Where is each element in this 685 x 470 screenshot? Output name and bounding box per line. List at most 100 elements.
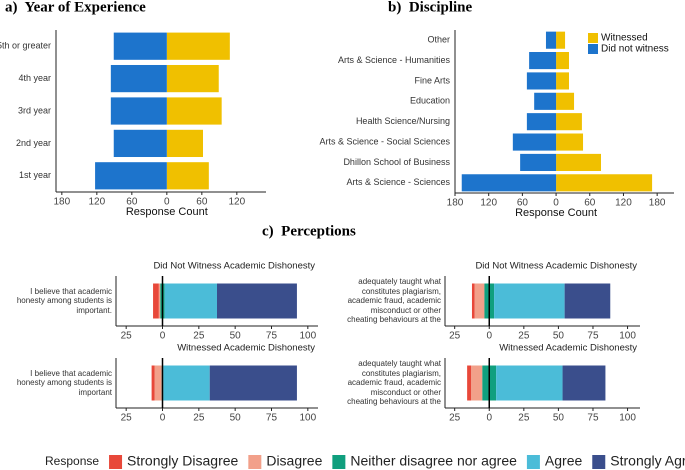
y-tick-label: 2nd year <box>16 138 51 148</box>
legend-label: Neither disagree nor agree <box>350 453 517 469</box>
bar <box>529 52 557 70</box>
chart-title: Did Not Witness Academic Dishonesty <box>475 261 637 272</box>
legend-label: Witnessed <box>601 33 648 44</box>
x-tick-label: 0 <box>553 198 559 209</box>
x-tick-label: 75 <box>587 331 599 342</box>
x-tick-label: 60 <box>196 197 208 208</box>
x-tick-label: 0 <box>160 413 166 424</box>
x-tick-label: 75 <box>266 331 278 342</box>
legend-label: Strongly Agree <box>610 453 685 469</box>
x-tick-label: 60 <box>517 198 529 209</box>
y-tick-label: Dhillon School of Business <box>343 157 450 167</box>
x-tick-label: 60 <box>126 197 138 208</box>
x-tick-label: 60 <box>584 198 596 209</box>
x-tick-label: 25 <box>121 331 133 342</box>
category-label: I believe that academic honesty among st… <box>16 286 112 315</box>
chart-title: Witnessed Academic Dishonesty <box>177 343 315 354</box>
x-tick-label: 25 <box>449 413 461 424</box>
category-label: I feel that I have been adequately taugh… <box>347 358 441 408</box>
x-tick-label: 25 <box>193 331 205 342</box>
bar-segment <box>163 365 210 401</box>
bar <box>166 129 203 158</box>
x-tick-label: 50 <box>553 413 565 424</box>
x-tick-label: 25 <box>449 331 461 342</box>
bar <box>526 72 557 90</box>
chart-title: Did Not Witness Academic Dishonesty <box>153 261 315 272</box>
bar-segment <box>164 283 217 319</box>
category-text: I feel that I have been adequately taugh… <box>347 276 441 326</box>
y-tick-label: 5th or greater <box>0 41 51 51</box>
bar-segment <box>154 365 162 401</box>
x-tick-label: 180 <box>53 197 70 208</box>
bar <box>113 129 167 158</box>
x-tick-label: 25 <box>193 413 205 424</box>
legend-swatch <box>588 33 598 43</box>
x-tick-label: 0 <box>486 331 492 342</box>
x-tick-label: 120 <box>228 197 245 208</box>
x-tick-label: 0 <box>486 413 492 424</box>
x-tick-label: 25 <box>518 331 530 342</box>
bar <box>556 153 601 171</box>
bar <box>556 72 569 90</box>
x-tick-label: 75 <box>266 413 278 424</box>
x-tick-label: 25 <box>121 413 133 424</box>
y-tick-label: Education <box>410 96 450 106</box>
bar-segment <box>467 365 472 401</box>
y-tick-label: Arts & Science - Humanities <box>338 55 451 65</box>
bar <box>556 31 566 49</box>
y-tick-label: Arts & Science - Sciences <box>346 177 450 187</box>
bar-segment <box>494 283 565 319</box>
category-label: I feel that I have been adequately taugh… <box>347 276 441 326</box>
bar <box>556 113 582 131</box>
bar <box>166 64 219 93</box>
x-tick-label: 50 <box>230 331 242 342</box>
bar <box>556 174 653 192</box>
x-tick-label: 100 <box>299 331 316 342</box>
legend-swatch <box>588 44 598 54</box>
bar <box>166 97 222 125</box>
legend-label: Agree <box>545 453 583 469</box>
category-text: I believe that academic honesty among st… <box>16 368 112 397</box>
bar <box>534 92 557 110</box>
x-axis-label: Response Count <box>515 207 597 219</box>
category-text: I feel that I have been adequately taugh… <box>347 358 441 408</box>
x-tick-label: 100 <box>299 413 316 424</box>
bar-segment <box>471 365 483 401</box>
bar <box>512 133 557 151</box>
bar-segment <box>153 283 159 319</box>
panel-title: a) Year of Experience <box>5 0 146 15</box>
x-tick-label: 120 <box>88 197 105 208</box>
x-tick-label: 100 <box>619 331 636 342</box>
x-tick-label: 50 <box>553 331 565 342</box>
legend-swatch <box>526 455 540 469</box>
y-tick-label: 1st year <box>19 170 51 180</box>
bar-segment <box>471 283 475 319</box>
bar <box>520 153 557 171</box>
legend-label: Did not witness <box>601 44 669 55</box>
x-tick-label: 75 <box>587 413 599 424</box>
bar-segment <box>209 365 297 401</box>
y-tick-label: Arts & Science - Social Sciences <box>319 136 450 146</box>
bar <box>113 32 167 60</box>
x-tick-label: 25 <box>518 413 530 424</box>
bar <box>556 133 584 151</box>
bar <box>556 52 569 70</box>
x-tick-label: 180 <box>649 198 666 209</box>
bar <box>166 32 230 60</box>
legend-swatch <box>592 455 606 469</box>
bar <box>526 113 557 131</box>
bar-segment <box>562 365 606 401</box>
bar <box>461 174 557 192</box>
legend-title: Response <box>45 454 99 468</box>
category-label: I believe that academic honesty among st… <box>16 368 112 397</box>
category-text: I believe that academic honesty among st… <box>16 286 112 315</box>
bar <box>95 162 167 190</box>
legend-label: Strongly Disagree <box>127 453 238 469</box>
y-tick-label: Fine Arts <box>414 75 450 85</box>
bar-segment <box>158 283 161 319</box>
x-tick-label: 50 <box>230 413 242 424</box>
x-tick-label: 180 <box>447 198 464 209</box>
section-title: c) Perceptions <box>262 223 356 239</box>
x-tick-label: 0 <box>164 197 170 208</box>
chart-title: Witnessed Academic Dishonesty <box>499 343 637 354</box>
